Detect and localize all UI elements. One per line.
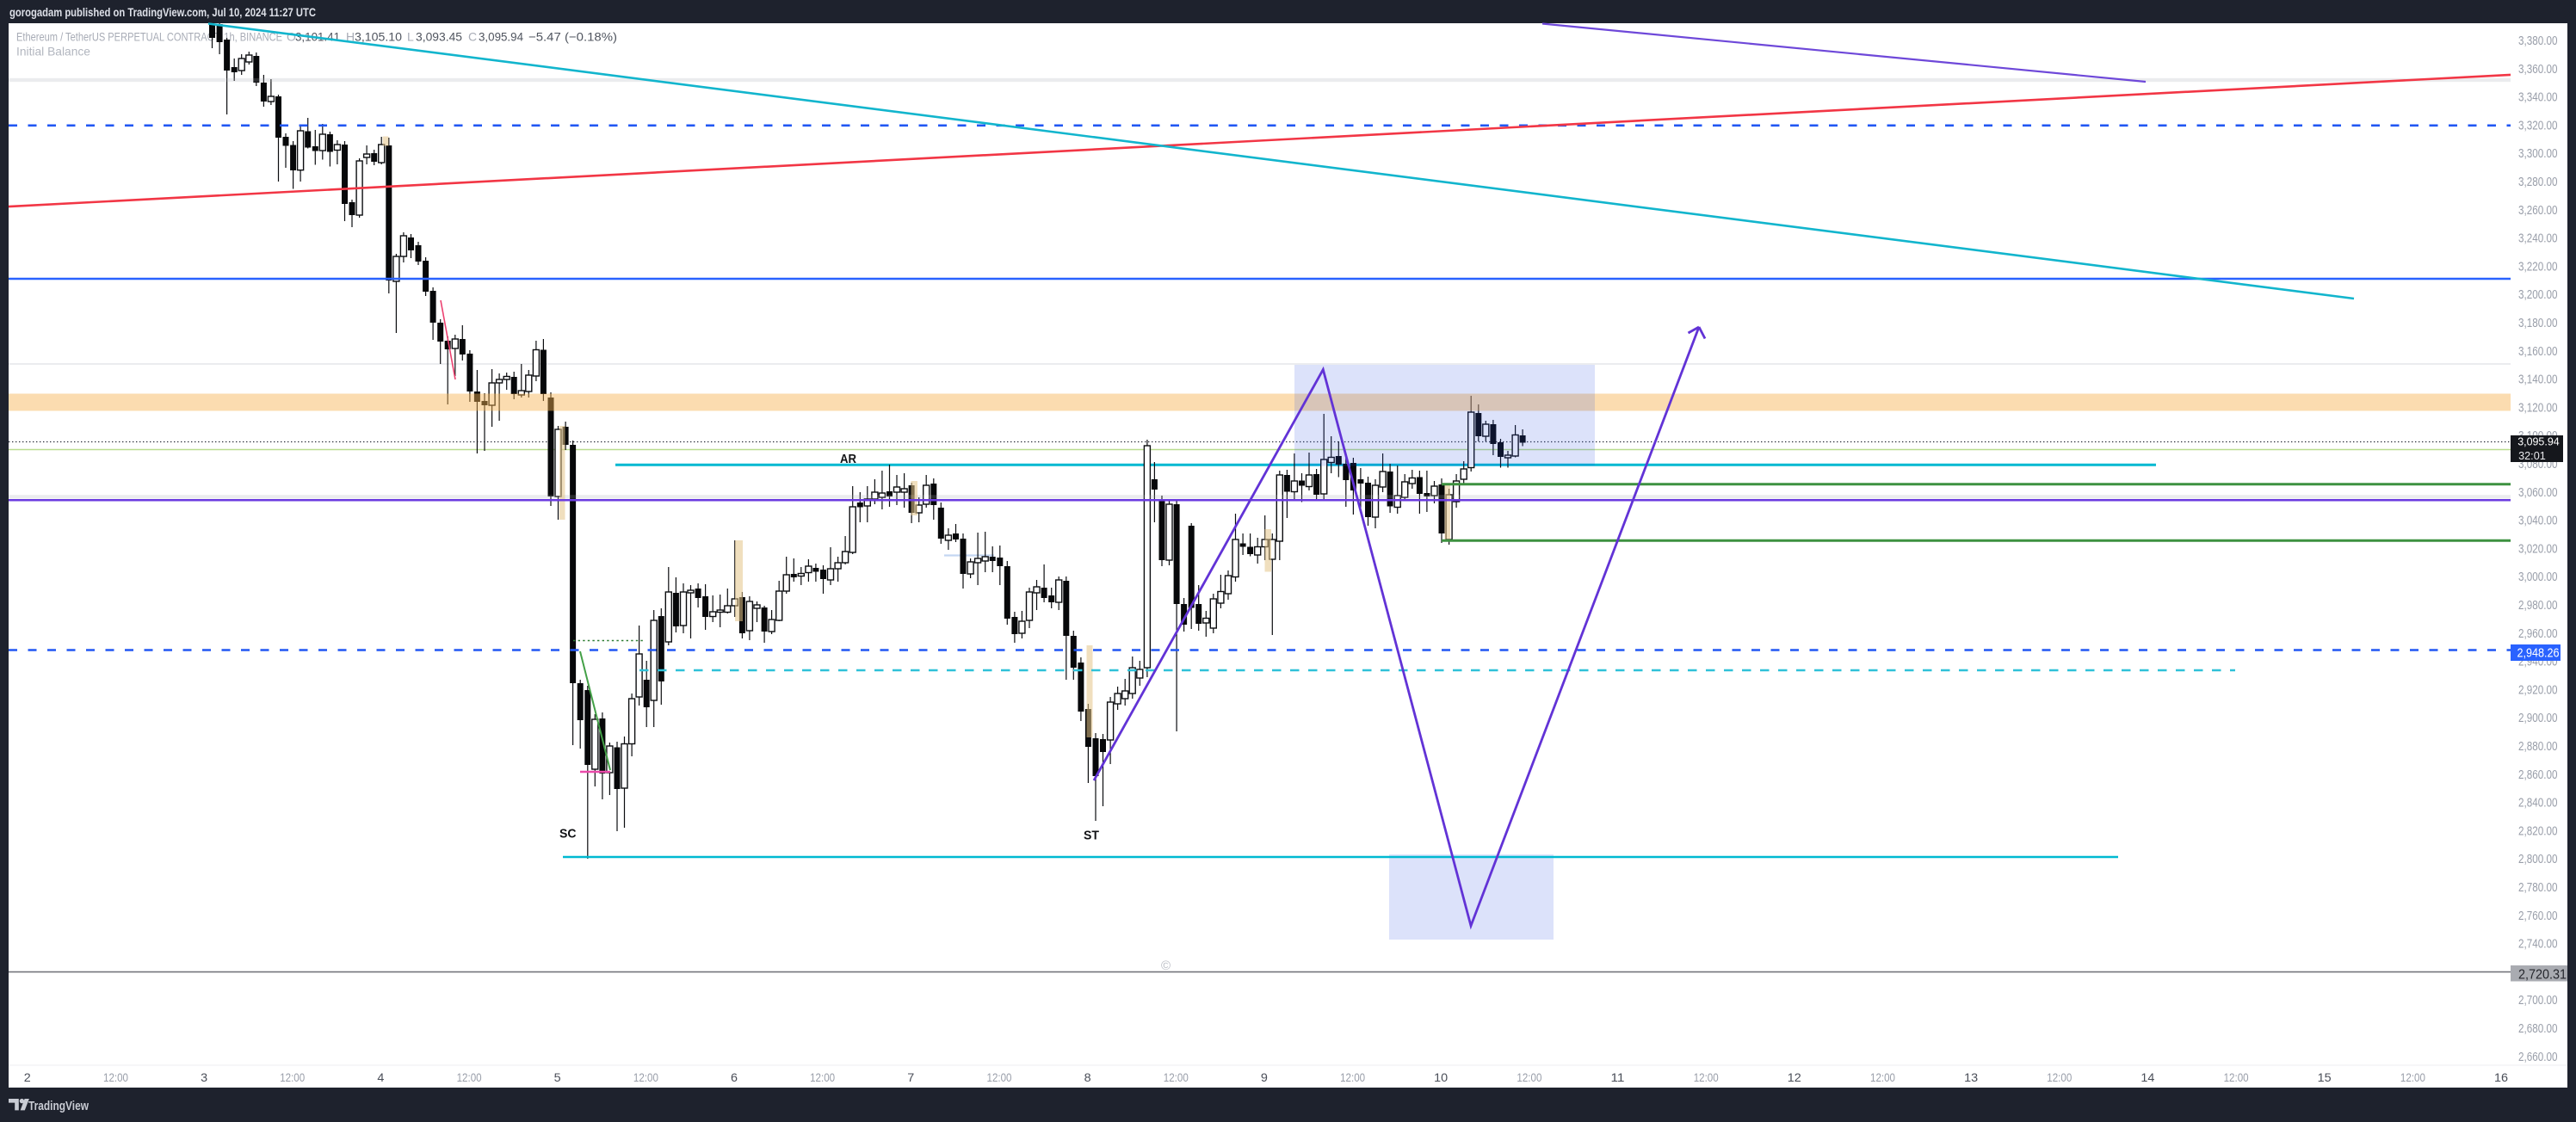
svg-text:2,720.31: 2,720.31	[2518, 967, 2567, 982]
svg-text:12:00: 12:00	[2400, 1070, 2425, 1084]
svg-text:3,095.94: 3,095.94	[479, 30, 523, 44]
svg-text:3,105.10: 3,105.10	[355, 30, 402, 44]
svg-text:O: O	[287, 30, 296, 44]
svg-text:3: 3	[201, 1070, 207, 1084]
svg-text:2,800.00: 2,800.00	[2518, 853, 2558, 866]
svg-text:3,140.00: 3,140.00	[2518, 373, 2558, 387]
svg-text:2,700.00: 2,700.00	[2518, 994, 2558, 1008]
svg-text:6: 6	[731, 1070, 738, 1084]
svg-text:12:00: 12:00	[810, 1070, 835, 1084]
svg-text:3,060.00: 3,060.00	[2518, 486, 2558, 500]
svg-text:AR: AR	[840, 452, 856, 466]
svg-text:3,280.00: 3,280.00	[2518, 176, 2558, 189]
svg-text:SC: SC	[559, 827, 577, 842]
svg-text:ST: ST	[1084, 829, 1099, 843]
svg-text:2,680.00: 2,680.00	[2518, 1022, 2558, 1036]
svg-text:3,240.00: 3,240.00	[2518, 232, 2558, 246]
svg-text:gorogadam published on Trading: gorogadam published on TradingView.com, …	[9, 5, 316, 19]
svg-text:3,340.00: 3,340.00	[2518, 91, 2558, 105]
svg-text:12:00: 12:00	[1340, 1070, 1365, 1084]
svg-text:3,120.00: 3,120.00	[2518, 401, 2558, 415]
svg-text:8: 8	[1084, 1070, 1091, 1084]
svg-text:7: 7	[907, 1070, 914, 1084]
svg-text:3,360.00: 3,360.00	[2518, 63, 2558, 77]
svg-text:12:00: 12:00	[2224, 1070, 2249, 1084]
svg-text:2,880.00: 2,880.00	[2518, 740, 2558, 754]
svg-text:32:01: 32:01	[2518, 450, 2546, 462]
svg-text:©: ©	[1161, 959, 1171, 973]
svg-text:13: 13	[1964, 1070, 1978, 1084]
svg-text:2,948.26: 2,948.26	[2517, 645, 2560, 660]
svg-text:12:00: 12:00	[987, 1070, 1012, 1084]
svg-text:−5.47 (−0.18%): −5.47 (−0.18%)	[528, 30, 617, 44]
svg-text:L: L	[407, 30, 414, 44]
svg-text:12:00: 12:00	[280, 1070, 305, 1084]
svg-text:10: 10	[1434, 1070, 1448, 1084]
svg-text:3,040.00: 3,040.00	[2518, 515, 2558, 528]
svg-text:12: 12	[1788, 1070, 1801, 1084]
svg-text:12:00: 12:00	[1870, 1070, 1895, 1084]
svg-text:3,180.00: 3,180.00	[2518, 317, 2558, 330]
svg-text:2,780.00: 2,780.00	[2518, 881, 2558, 895]
svg-text:3,320.00: 3,320.00	[2518, 119, 2558, 133]
svg-text:12:00: 12:00	[2047, 1070, 2072, 1084]
svg-text:3,000.00: 3,000.00	[2518, 570, 2558, 584]
svg-text:H: H	[346, 30, 355, 44]
svg-text:Initial Balance: Initial Balance	[16, 45, 90, 59]
svg-text:11: 11	[1611, 1070, 1625, 1084]
svg-text:16: 16	[2494, 1070, 2508, 1084]
svg-text:2,820.00: 2,820.00	[2518, 824, 2558, 838]
svg-text:2,660.00: 2,660.00	[2518, 1051, 2558, 1064]
svg-text:15: 15	[2318, 1070, 2332, 1084]
svg-text:2: 2	[24, 1070, 31, 1084]
svg-text:12:00: 12:00	[1694, 1070, 1719, 1084]
svg-text:12:00: 12:00	[1164, 1070, 1189, 1084]
svg-text:3,200.00: 3,200.00	[2518, 288, 2558, 302]
svg-text:2,960.00: 2,960.00	[2518, 627, 2558, 641]
svg-text:2,900.00: 2,900.00	[2518, 712, 2558, 725]
svg-text:12:00: 12:00	[633, 1070, 658, 1084]
svg-text:TradingView: TradingView	[28, 1099, 89, 1113]
svg-text:3,093.45: 3,093.45	[416, 30, 462, 44]
svg-text:C: C	[468, 30, 477, 44]
svg-text:2,860.00: 2,860.00	[2518, 768, 2558, 782]
svg-text:2,840.00: 2,840.00	[2518, 797, 2558, 811]
svg-text:2,920.00: 2,920.00	[2518, 683, 2558, 697]
svg-text:2,760.00: 2,760.00	[2518, 909, 2558, 923]
svg-text:14: 14	[2140, 1070, 2154, 1084]
svg-text:12:00: 12:00	[457, 1070, 482, 1084]
svg-text:Ethereum / TetherUS PERPETUAL: Ethereum / TetherUS PERPETUAL CONTRACT, …	[16, 30, 282, 44]
svg-text:12:00: 12:00	[103, 1070, 128, 1084]
svg-text:9: 9	[1261, 1070, 1268, 1084]
svg-text:12:00: 12:00	[1517, 1070, 1541, 1084]
svg-text:5: 5	[554, 1070, 561, 1084]
svg-text:3,220.00: 3,220.00	[2518, 260, 2558, 274]
svg-text:2,740.00: 2,740.00	[2518, 938, 2558, 952]
svg-text:3,095.94: 3,095.94	[2517, 435, 2560, 447]
svg-text:2,980.00: 2,980.00	[2518, 599, 2558, 613]
svg-text:4: 4	[377, 1070, 384, 1084]
svg-text:3,260.00: 3,260.00	[2518, 204, 2558, 218]
svg-text:3,380.00: 3,380.00	[2518, 34, 2558, 48]
svg-text:3,020.00: 3,020.00	[2518, 542, 2558, 556]
svg-text:3,160.00: 3,160.00	[2518, 345, 2558, 359]
svg-text:3,300.00: 3,300.00	[2518, 147, 2558, 161]
